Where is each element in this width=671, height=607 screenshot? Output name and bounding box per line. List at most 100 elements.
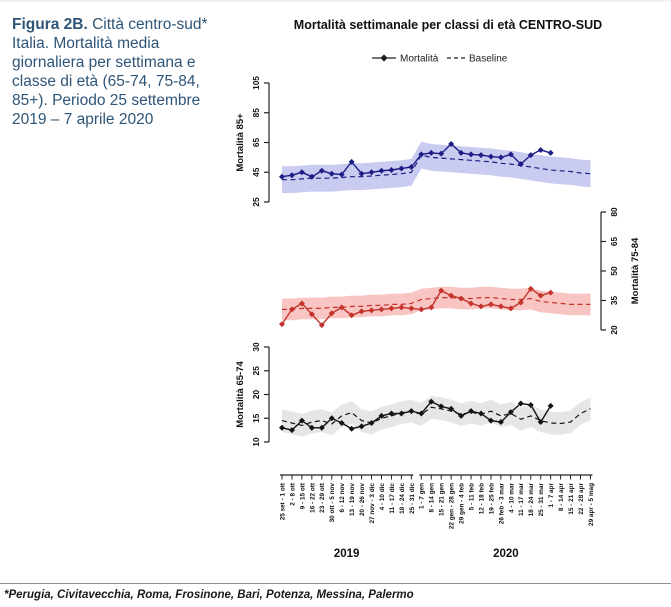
data-point xyxy=(418,410,425,417)
x-tick-label: 16 - 22 ott xyxy=(309,482,316,513)
data-point xyxy=(388,167,395,174)
data-point xyxy=(527,152,534,159)
data-point xyxy=(368,307,375,314)
year-label: 2019 xyxy=(334,548,360,560)
x-tick-label: 5 - 11 feb xyxy=(468,483,475,510)
y-tick-label: 20 xyxy=(251,390,261,400)
x-tick-label: 23 - 29 ott xyxy=(319,482,326,513)
chart-svg: Mortalità settimanale per classi di età … xyxy=(235,18,641,560)
data-point xyxy=(507,305,514,312)
x-axis-2020: 1 - 7 gen 8 - 14 gen 15 - 21 gen 22 gen - 2… xyxy=(419,474,595,560)
y-tick-label: 25 xyxy=(251,366,261,376)
data-point xyxy=(487,417,494,424)
year-label: 2020 xyxy=(493,548,519,560)
y-tick-label: 65 xyxy=(251,138,261,148)
data-point xyxy=(288,172,295,179)
figure-caption: Figura 2B. Città centro-sud* Italia. Mor… xyxy=(12,16,218,129)
data-point xyxy=(497,419,504,426)
y-tick-label: 80 xyxy=(609,207,619,217)
legend-label-mortalita: Mortalità xyxy=(400,54,439,65)
y-tick-label: 105 xyxy=(251,76,261,90)
x-tick-label: 4 - 10 dic xyxy=(379,483,386,511)
data-point xyxy=(308,311,315,318)
data-point xyxy=(448,292,455,299)
x-tick-label: 27 nov - 3 dic xyxy=(369,483,376,524)
x-tick-label: 12 - 18 feb xyxy=(478,483,485,514)
x-tick-label: 26 feb - 3 mar xyxy=(498,482,505,524)
data-point xyxy=(418,151,425,158)
data-point xyxy=(318,424,325,431)
x-tick-label: 19 - 25 feb xyxy=(488,483,495,514)
y-axis-title: Mortalità 65-74 xyxy=(235,361,246,428)
data-point xyxy=(408,164,415,171)
data-point xyxy=(308,424,315,431)
confidence-band xyxy=(282,286,591,321)
data-point xyxy=(378,167,385,174)
data-point xyxy=(537,419,544,426)
x-tick-label: 29 apr - 5 mag xyxy=(588,483,595,526)
data-point xyxy=(348,158,355,165)
x-tick-label: 15 - 21 gen xyxy=(439,483,446,516)
data-point xyxy=(358,308,365,315)
x-tick-label: 11 - 17 dic xyxy=(389,483,396,514)
data-point xyxy=(338,420,345,426)
data-point xyxy=(497,154,504,161)
data-point xyxy=(547,402,554,409)
data-point xyxy=(527,285,534,292)
data-point xyxy=(328,415,335,422)
data-point xyxy=(318,167,325,174)
x-tick-label: 8 - 14 gen xyxy=(429,483,436,513)
y-tick-label: 20 xyxy=(609,325,619,335)
data-point xyxy=(358,423,365,430)
data-point xyxy=(458,149,465,156)
data-point xyxy=(308,173,315,180)
data-point xyxy=(398,165,405,172)
data-point xyxy=(368,420,375,426)
data-point xyxy=(487,301,494,308)
x-tick-label: 30 ott - 5 nov xyxy=(329,483,336,523)
y-tick-label: 15 xyxy=(251,413,261,423)
data-point xyxy=(318,322,325,329)
mortalita-line xyxy=(281,287,551,327)
data-point xyxy=(458,412,465,419)
y-tick-label: 85 xyxy=(251,108,261,118)
data-point xyxy=(378,306,385,313)
data-point xyxy=(288,427,295,434)
y-tick-label: 10 xyxy=(251,437,261,447)
data-point xyxy=(388,305,395,312)
data-point xyxy=(507,409,514,416)
x-tick-label: 15 - 21 apr xyxy=(568,482,575,514)
baseline-line xyxy=(282,154,591,181)
y-tick-label: 45 xyxy=(251,167,261,177)
y-tick-label: 30 xyxy=(251,342,261,352)
data-point xyxy=(408,305,415,312)
data-point xyxy=(428,149,435,156)
footnote: *Perugia, Civitavecchia, Roma, Frosinone… xyxy=(4,589,414,601)
y-tick-label: 25 xyxy=(251,197,261,207)
x-tick-label: 11 - 17 mar xyxy=(518,482,525,516)
data-point xyxy=(279,424,285,431)
panel-85plus: 25 45 65 85 105 Mortalità 85+ xyxy=(235,76,591,207)
data-point xyxy=(438,287,445,294)
data-point xyxy=(338,171,345,178)
data-point xyxy=(428,398,435,405)
x-tick-label: 29 gen - 4 feb xyxy=(459,483,466,524)
data-point xyxy=(448,405,455,412)
data-point xyxy=(478,152,484,159)
data-point xyxy=(487,153,494,160)
data-point xyxy=(298,169,305,176)
figure-caption-label: Figura 2B. xyxy=(12,16,88,33)
x-tick-label: 13 - 19 nov xyxy=(349,483,356,516)
mortalita-line xyxy=(281,400,552,431)
data-point xyxy=(547,289,554,296)
x-tick-label: 1 - 7 apr xyxy=(548,482,555,507)
data-point xyxy=(398,410,405,417)
y-tick-label: 35 xyxy=(609,296,619,306)
x-tick-label: 4 - 10 mar xyxy=(508,482,515,512)
panel-7584: 20 35 50 65 80 Mortalità 75-84 xyxy=(279,207,641,335)
data-point xyxy=(348,425,355,432)
data-point xyxy=(468,408,475,415)
data-point xyxy=(438,150,445,157)
data-point xyxy=(408,408,415,415)
